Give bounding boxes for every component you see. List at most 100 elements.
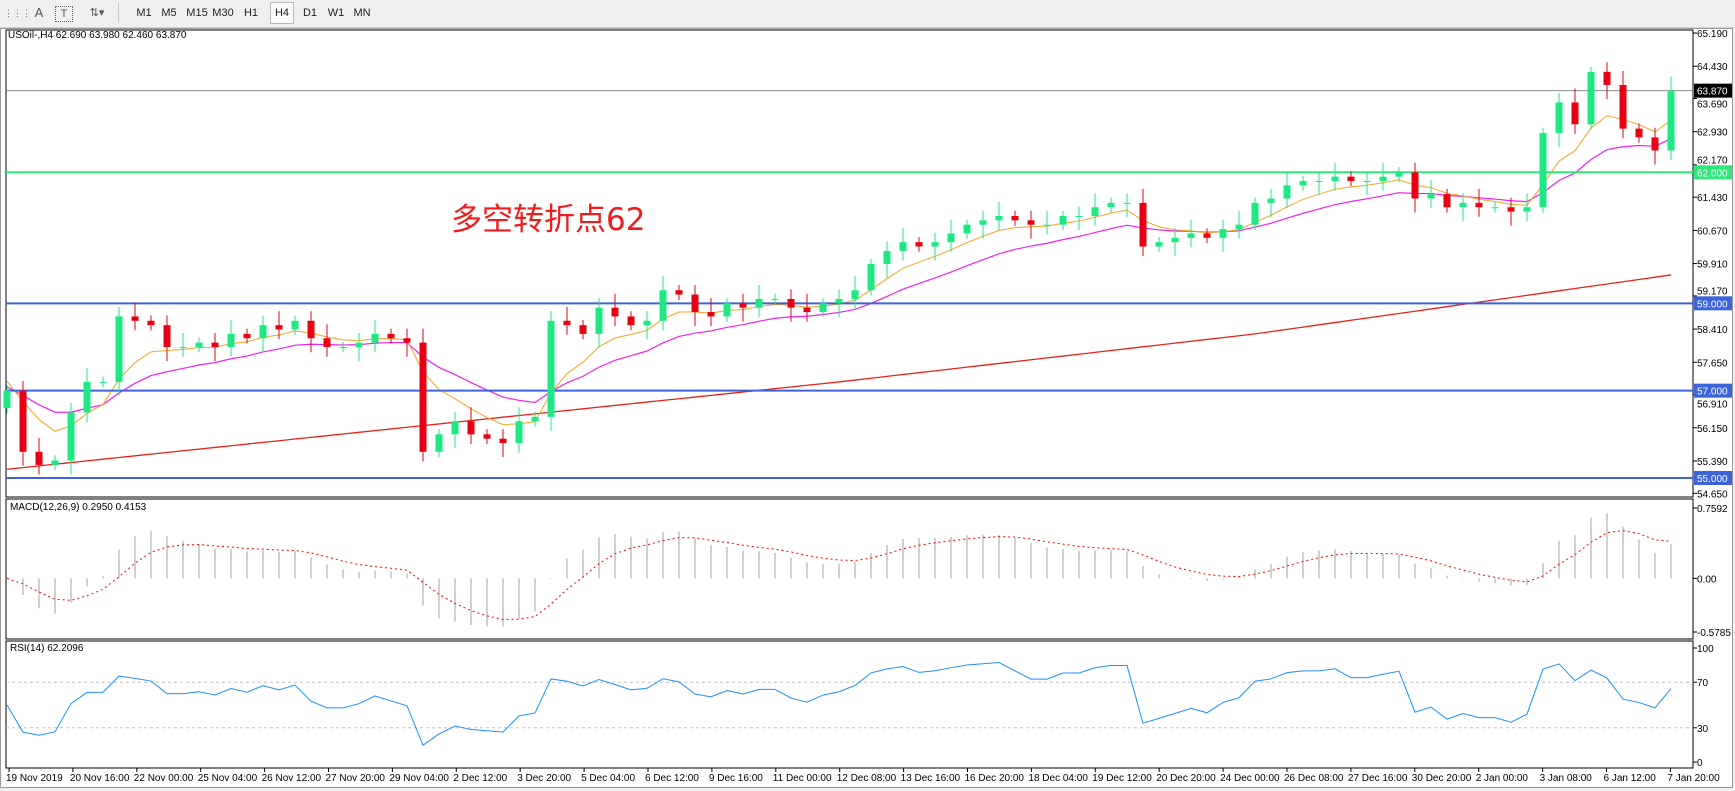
candle[interactable] (1427, 194, 1435, 199)
timeframe-m1[interactable]: M1 (136, 7, 152, 19)
candle[interactable] (1331, 176, 1339, 182)
candle[interactable] (179, 346, 187, 348)
candle[interactable] (595, 307, 603, 334)
candle[interactable] (995, 215, 1003, 221)
candle[interactable] (291, 320, 299, 330)
timeframe-m30[interactable]: M30 (212, 7, 234, 19)
candle[interactable] (1251, 202, 1259, 225)
candle[interactable] (1123, 202, 1131, 204)
candle[interactable] (1027, 220, 1035, 225)
candle[interactable] (755, 298, 763, 308)
candle[interactable] (1635, 128, 1643, 138)
candle[interactable] (915, 242, 923, 247)
candle[interactable] (99, 381, 107, 383)
candle[interactable] (1363, 181, 1371, 183)
timeframe-mn[interactable]: MN (353, 7, 371, 19)
candle[interactable] (1187, 233, 1195, 238)
candle[interactable] (1155, 242, 1163, 247)
candle[interactable] (227, 333, 235, 347)
candle[interactable] (275, 325, 283, 330)
chart-window[interactable] (0, 28, 1733, 788)
candle[interactable] (1459, 202, 1467, 208)
candle[interactable] (307, 320, 315, 339)
candle[interactable] (1539, 133, 1547, 208)
candle[interactable] (339, 346, 347, 348)
candle[interactable] (435, 434, 443, 452)
candle[interactable] (163, 325, 171, 347)
candle[interactable] (739, 303, 747, 308)
candle[interactable] (1555, 102, 1563, 134)
candle[interactable] (1523, 207, 1531, 212)
candle[interactable] (147, 320, 155, 326)
candle[interactable] (371, 333, 379, 343)
candle[interactable] (323, 338, 331, 347)
candle[interactable] (499, 438, 507, 444)
timeframe-m5[interactable]: M5 (161, 7, 177, 19)
candle[interactable] (3, 390, 11, 409)
candle[interactable] (259, 325, 267, 339)
candle[interactable] (803, 307, 811, 313)
candle[interactable] (947, 233, 955, 243)
candle[interactable] (707, 312, 715, 317)
candle[interactable] (531, 416, 539, 422)
candle[interactable] (931, 242, 939, 247)
candle[interactable] (1491, 207, 1499, 209)
candle[interactable] (611, 307, 619, 317)
candle[interactable] (1171, 237, 1179, 243)
candle[interactable] (899, 242, 907, 251)
candle[interactable] (115, 316, 123, 382)
candle[interactable] (1219, 229, 1227, 238)
candle[interactable] (1139, 202, 1147, 247)
candle[interactable] (1011, 215, 1019, 221)
candle[interactable] (1571, 102, 1579, 125)
candle[interactable] (35, 451, 43, 465)
candle[interactable] (579, 325, 587, 334)
candle[interactable] (1619, 84, 1627, 129)
candle[interactable] (563, 320, 571, 326)
candle[interactable] (659, 290, 667, 321)
candle[interactable] (1059, 215, 1067, 225)
candle[interactable] (355, 342, 363, 347)
candle[interactable] (1651, 137, 1659, 151)
candle[interactable] (787, 298, 795, 308)
grid-properties-icon[interactable]: ⋮⋮⋮ (4, 8, 31, 18)
timeframe-h4[interactable]: H4 (270, 2, 294, 24)
candle[interactable] (883, 250, 891, 265)
candle[interactable] (243, 333, 251, 339)
candle[interactable] (1507, 207, 1515, 212)
candle[interactable] (387, 333, 395, 339)
candle[interactable] (627, 316, 635, 326)
candle[interactable] (1667, 90, 1675, 151)
candle[interactable] (963, 224, 971, 234)
candle[interactable] (83, 381, 91, 413)
candle[interactable] (1043, 224, 1051, 226)
candle[interactable] (1107, 202, 1115, 208)
candle[interactable] (1235, 224, 1243, 230)
candle[interactable] (467, 421, 475, 435)
candle[interactable] (675, 290, 683, 295)
candle[interactable] (643, 320, 651, 326)
candle[interactable] (1587, 71, 1595, 125)
candle[interactable] (419, 342, 427, 452)
candle[interactable] (1347, 176, 1355, 182)
candle[interactable] (1379, 176, 1387, 182)
candle[interactable] (211, 342, 219, 347)
timeframe-w1[interactable]: W1 (327, 7, 345, 19)
timeframe-h1[interactable]: H1 (243, 7, 259, 19)
candle[interactable] (515, 421, 523, 444)
candle[interactable] (867, 264, 875, 291)
candle[interactable] (67, 412, 75, 461)
candle[interactable] (1299, 181, 1307, 186)
timeframe-m15[interactable]: M15 (186, 7, 208, 19)
text-icon[interactable]: A (34, 5, 44, 20)
candle[interactable] (195, 342, 203, 347)
candle[interactable] (1475, 202, 1483, 208)
candle[interactable] (451, 421, 459, 435)
candle[interactable] (1315, 181, 1323, 183)
candle[interactable] (1411, 172, 1419, 199)
text-label-icon[interactable]: T (55, 6, 73, 22)
candle[interactable] (1395, 172, 1403, 177)
candle[interactable] (403, 338, 411, 343)
candle[interactable] (1091, 207, 1099, 216)
